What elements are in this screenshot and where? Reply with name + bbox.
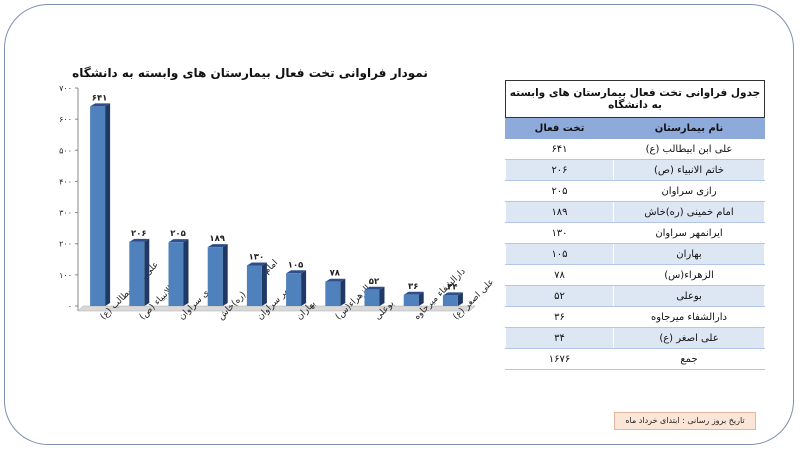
bar-top xyxy=(246,262,267,266)
bar-side xyxy=(183,239,189,306)
bar xyxy=(325,281,341,306)
beds-table: جدول فراوانی تخت فعال بیمارستان های وابس… xyxy=(505,80,765,370)
bar-top xyxy=(364,286,385,290)
header-hospital-name: نام بیمارستان xyxy=(613,117,765,139)
active-beds-cell: ۳۶ xyxy=(505,306,614,328)
bar-value-label: ۱۸۹ xyxy=(209,234,225,244)
bar-side xyxy=(222,244,228,306)
hospital-name-cell: خاتم الانبیاء (ص) xyxy=(613,159,765,181)
bar-value-label: ۲۰۶ xyxy=(131,229,147,239)
bar-value-label: ۲۰۵ xyxy=(170,229,186,239)
hospital-name-cell: امام خمینی (ره)خاش xyxy=(613,201,765,223)
bar xyxy=(129,241,145,306)
bar-top xyxy=(286,270,307,274)
active-beds-cell: ۶۴۱ xyxy=(505,138,614,160)
bar-value-label: ۱۳۰ xyxy=(249,253,265,263)
active-beds-cell: ۱۰۵ xyxy=(505,243,614,265)
bar-top xyxy=(207,244,228,248)
bar-side xyxy=(105,103,111,306)
slide-frame xyxy=(4,4,794,445)
bar-value-label: ۵۲ xyxy=(369,277,380,287)
active-beds-cell: ۲۰۵ xyxy=(505,180,614,202)
active-beds-cell: ۷۸ xyxy=(505,264,614,286)
table-row: دارالشفاء میرجاوه ۳۶ xyxy=(505,306,765,328)
active-beds-cell: ۱۸۹ xyxy=(505,201,614,223)
hospital-name-cell: جمع xyxy=(613,348,765,370)
table-row: علی ابن ابیطالب (ع) ۶۴۱ xyxy=(505,138,765,160)
active-beds-cell: ۲۰۶ xyxy=(505,159,614,181)
table-row: علی اصغر (ع) ۳۴ xyxy=(505,327,765,349)
bar-value-label: ۶۴۱ xyxy=(92,93,108,103)
bar xyxy=(403,294,419,306)
bar xyxy=(207,247,223,306)
y-tick-label: ۷۰۰ xyxy=(59,84,72,93)
bar xyxy=(364,289,380,306)
bar xyxy=(168,242,184,306)
bar-top xyxy=(325,278,346,282)
bar-top xyxy=(129,238,150,242)
table-row: بوعلی ۵۲ xyxy=(505,285,765,307)
y-tick-label: ۶۰۰ xyxy=(59,115,72,124)
bar-value-label: ۷۸ xyxy=(330,269,341,279)
y-tick-label: ۱۰۰ xyxy=(59,271,72,280)
bar-side xyxy=(457,292,463,306)
active-beds-cell: ۱۳۰ xyxy=(505,222,614,244)
hospital-name-cell: بهاران xyxy=(613,243,765,265)
active-beds-cell: ۵۲ xyxy=(505,285,614,307)
hospital-name-cell: علی ابن ابیطالب (ع) xyxy=(613,138,765,160)
table-row: ایرانمهر سراوان ۱۳۰ xyxy=(505,222,765,244)
hospital-name-cell: بوعلی xyxy=(613,285,765,307)
bar xyxy=(442,295,458,306)
table-row: امام خمینی (ره)خاش ۱۸۹ xyxy=(505,201,765,223)
y-tick-label: ۴۰۰ xyxy=(59,177,72,186)
bar-side xyxy=(379,286,385,306)
table-row: جمع ۱۶۷۶ xyxy=(505,348,765,370)
y-tick-label: ۰ xyxy=(68,302,72,311)
active-beds-cell: ۱۶۷۶ xyxy=(505,348,614,370)
bar-side xyxy=(301,270,307,306)
table-row: خاتم الانبیاء (ص) ۲۰۶ xyxy=(505,159,765,181)
table-header-row: نام بیمارستان تخت فعال xyxy=(505,117,765,139)
table-title: جدول فراوانی تخت فعال بیمارستان های وابس… xyxy=(505,80,765,118)
chart-title: نمودار فراوانی تخت فعال بیمارستان های وا… xyxy=(72,66,428,80)
bar-value-label: ۱۰۵ xyxy=(288,260,304,270)
bar xyxy=(246,265,262,306)
table-row: بهاران ۱۰۵ xyxy=(505,243,765,265)
hospital-name-cell: دارالشفاء میرجاوه xyxy=(613,306,765,328)
bar-side xyxy=(418,291,424,306)
header-active-beds: تخت فعال xyxy=(505,117,614,139)
bar-side xyxy=(340,278,346,306)
bar-top xyxy=(168,239,189,243)
bar-side xyxy=(261,262,267,306)
y-tick-label: ۳۰۰ xyxy=(59,209,72,218)
table-row: الزهراء(س) ۷۸ xyxy=(505,264,765,286)
y-tick-label: ۲۰۰ xyxy=(59,240,72,249)
hospital-name-cell: رازی سراوان xyxy=(613,180,765,202)
hospital-name-cell: الزهراء(س) xyxy=(613,264,765,286)
table-title-row: جدول فراوانی تخت فعال بیمارستان های وابس… xyxy=(505,80,765,118)
y-tick-label: ۵۰۰ xyxy=(59,146,72,155)
bar xyxy=(90,106,106,306)
update-date-note: تاریخ بروز رسانی : ابتدای خرداد ماه xyxy=(614,412,756,430)
bar-top xyxy=(90,103,111,107)
bar-value-label: ۳۶ xyxy=(408,282,418,292)
bar-value-label: ۳۴ xyxy=(447,282,457,292)
hospital-name-cell: ایرانمهر سراوان xyxy=(613,222,765,244)
active-beds-cell: ۳۴ xyxy=(505,327,614,349)
bar-top xyxy=(442,292,463,296)
hospital-name-cell: علی اصغر (ع) xyxy=(613,327,765,349)
chart-floor xyxy=(77,305,476,312)
bar-side xyxy=(144,238,150,306)
bar-top xyxy=(403,291,424,295)
table-row: رازی سراوان ۲۰۵ xyxy=(505,180,765,202)
bar xyxy=(286,273,302,306)
